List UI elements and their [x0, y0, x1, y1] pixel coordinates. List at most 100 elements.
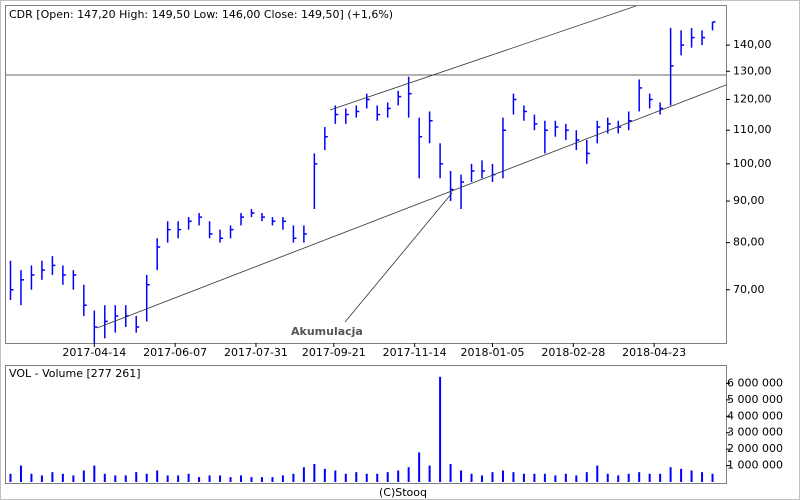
y-tick-label: 80,00	[733, 236, 765, 249]
volume-bar	[135, 472, 138, 482]
price-panel	[5, 5, 727, 344]
volume-bar	[229, 477, 232, 482]
y-tick-label: 110,00	[733, 123, 772, 136]
volume-bar	[103, 473, 106, 482]
y-tick-label: 130,00	[733, 64, 772, 77]
volume-bar	[156, 470, 159, 482]
volume-bar	[690, 470, 693, 482]
x-tick-label: 2018-02-28	[541, 346, 605, 359]
volume-bar	[617, 475, 620, 482]
volume-bar	[564, 473, 567, 482]
volume-bar	[596, 465, 599, 482]
volume-bar	[198, 477, 201, 482]
x-tick-label: 2017-11-14	[383, 346, 447, 359]
volume-bar	[407, 467, 410, 482]
volume-bar	[522, 473, 525, 482]
y-tick-label: 120,00	[733, 93, 772, 106]
volume-title: VOL - Volume [277 261]	[9, 367, 141, 380]
y-tick-label: 1 000 000	[727, 459, 783, 472]
price-title: CDR [Open: 147,20 High: 149,50 Low: 146,…	[9, 8, 393, 21]
volume-bar	[575, 475, 578, 482]
y-tick-label: 100,00	[733, 157, 772, 170]
volume-bar	[491, 472, 494, 482]
volume-panel	[5, 365, 727, 484]
volume-bar	[481, 475, 484, 482]
volume-bar	[240, 475, 243, 482]
volume-bar	[292, 473, 295, 482]
volume-bar	[177, 475, 180, 482]
volume-bar	[669, 467, 672, 482]
volume-bar	[40, 475, 43, 482]
volume-bar	[680, 468, 683, 482]
volume-bar	[386, 472, 389, 482]
volume-bar	[439, 376, 442, 482]
volume-bar	[334, 470, 337, 482]
volume-bar	[512, 472, 515, 482]
y-tick-label: 4 000 000	[727, 409, 783, 422]
volume-bar	[114, 475, 117, 482]
volume-bar	[9, 473, 12, 482]
volume-bar	[250, 477, 253, 482]
y-tick-label: 2 000 000	[727, 442, 783, 455]
volume-bar	[72, 475, 75, 482]
volume-bar	[260, 477, 263, 482]
x-tick-label: 2017-06-07	[143, 346, 207, 359]
trend-line-lower	[96, 84, 727, 329]
volume-bar	[124, 475, 127, 482]
volume-bar	[627, 473, 630, 482]
y-tick-label: 90,00	[733, 194, 765, 207]
volume-bar	[543, 473, 546, 482]
volume-bar	[501, 470, 504, 482]
volume-bar	[166, 475, 169, 482]
volume-bar	[51, 472, 54, 482]
volume-bar	[313, 463, 316, 482]
x-tick-label: 2017-07-31	[224, 346, 288, 359]
volume-bar	[648, 473, 651, 482]
volume-bar	[93, 465, 96, 482]
volume-bar	[449, 463, 452, 482]
volume-bar	[585, 472, 588, 482]
y-tick-label: 5 000 000	[727, 393, 783, 406]
volume-bar	[30, 473, 33, 482]
volume-bar	[187, 473, 190, 482]
volume-bar	[376, 473, 379, 482]
volume-bar	[281, 475, 284, 482]
volume-bar	[219, 475, 222, 482]
y-tick-label: 6 000 000	[727, 376, 783, 389]
volume-bar	[659, 473, 662, 482]
volume-bar	[302, 467, 305, 482]
footer: (C)Stooq	[379, 486, 427, 499]
volume-bar	[418, 452, 421, 482]
volume-bar	[470, 473, 473, 482]
volume-bar	[533, 473, 536, 482]
volume-bar	[606, 473, 609, 482]
volume-bar	[701, 472, 704, 482]
y-tick-label: 70,00	[733, 283, 765, 296]
volume-bar	[365, 473, 368, 482]
volume-bar	[19, 465, 22, 482]
volume-bar	[460, 470, 463, 482]
volume-bar	[323, 468, 326, 482]
volume-bar	[82, 470, 85, 482]
volume-bar	[208, 475, 211, 482]
x-tick-label: 2018-01-05	[461, 346, 525, 359]
volume-bar	[271, 477, 274, 482]
volume-bar	[397, 470, 400, 482]
annotation-pointer	[344, 192, 453, 323]
title-bg	[8, 8, 400, 22]
volume-bar	[554, 475, 557, 482]
volume-bar	[355, 472, 358, 482]
y-tick-label: 140,00	[733, 38, 772, 51]
volume-bar	[61, 473, 64, 482]
x-tick-label: 2018-04-23	[622, 346, 686, 359]
volume-bar	[145, 473, 148, 482]
x-tick-label: 2017-09-21	[302, 346, 366, 359]
y-tick-label: 3 000 000	[727, 426, 783, 439]
volume-bar	[344, 473, 347, 482]
annotation: Akumulacja	[291, 325, 363, 338]
volume-bar	[428, 465, 431, 482]
volume-bar	[711, 473, 714, 482]
trend-line-upper	[329, 5, 637, 111]
x-tick-label: 2017-04-14	[62, 346, 126, 359]
